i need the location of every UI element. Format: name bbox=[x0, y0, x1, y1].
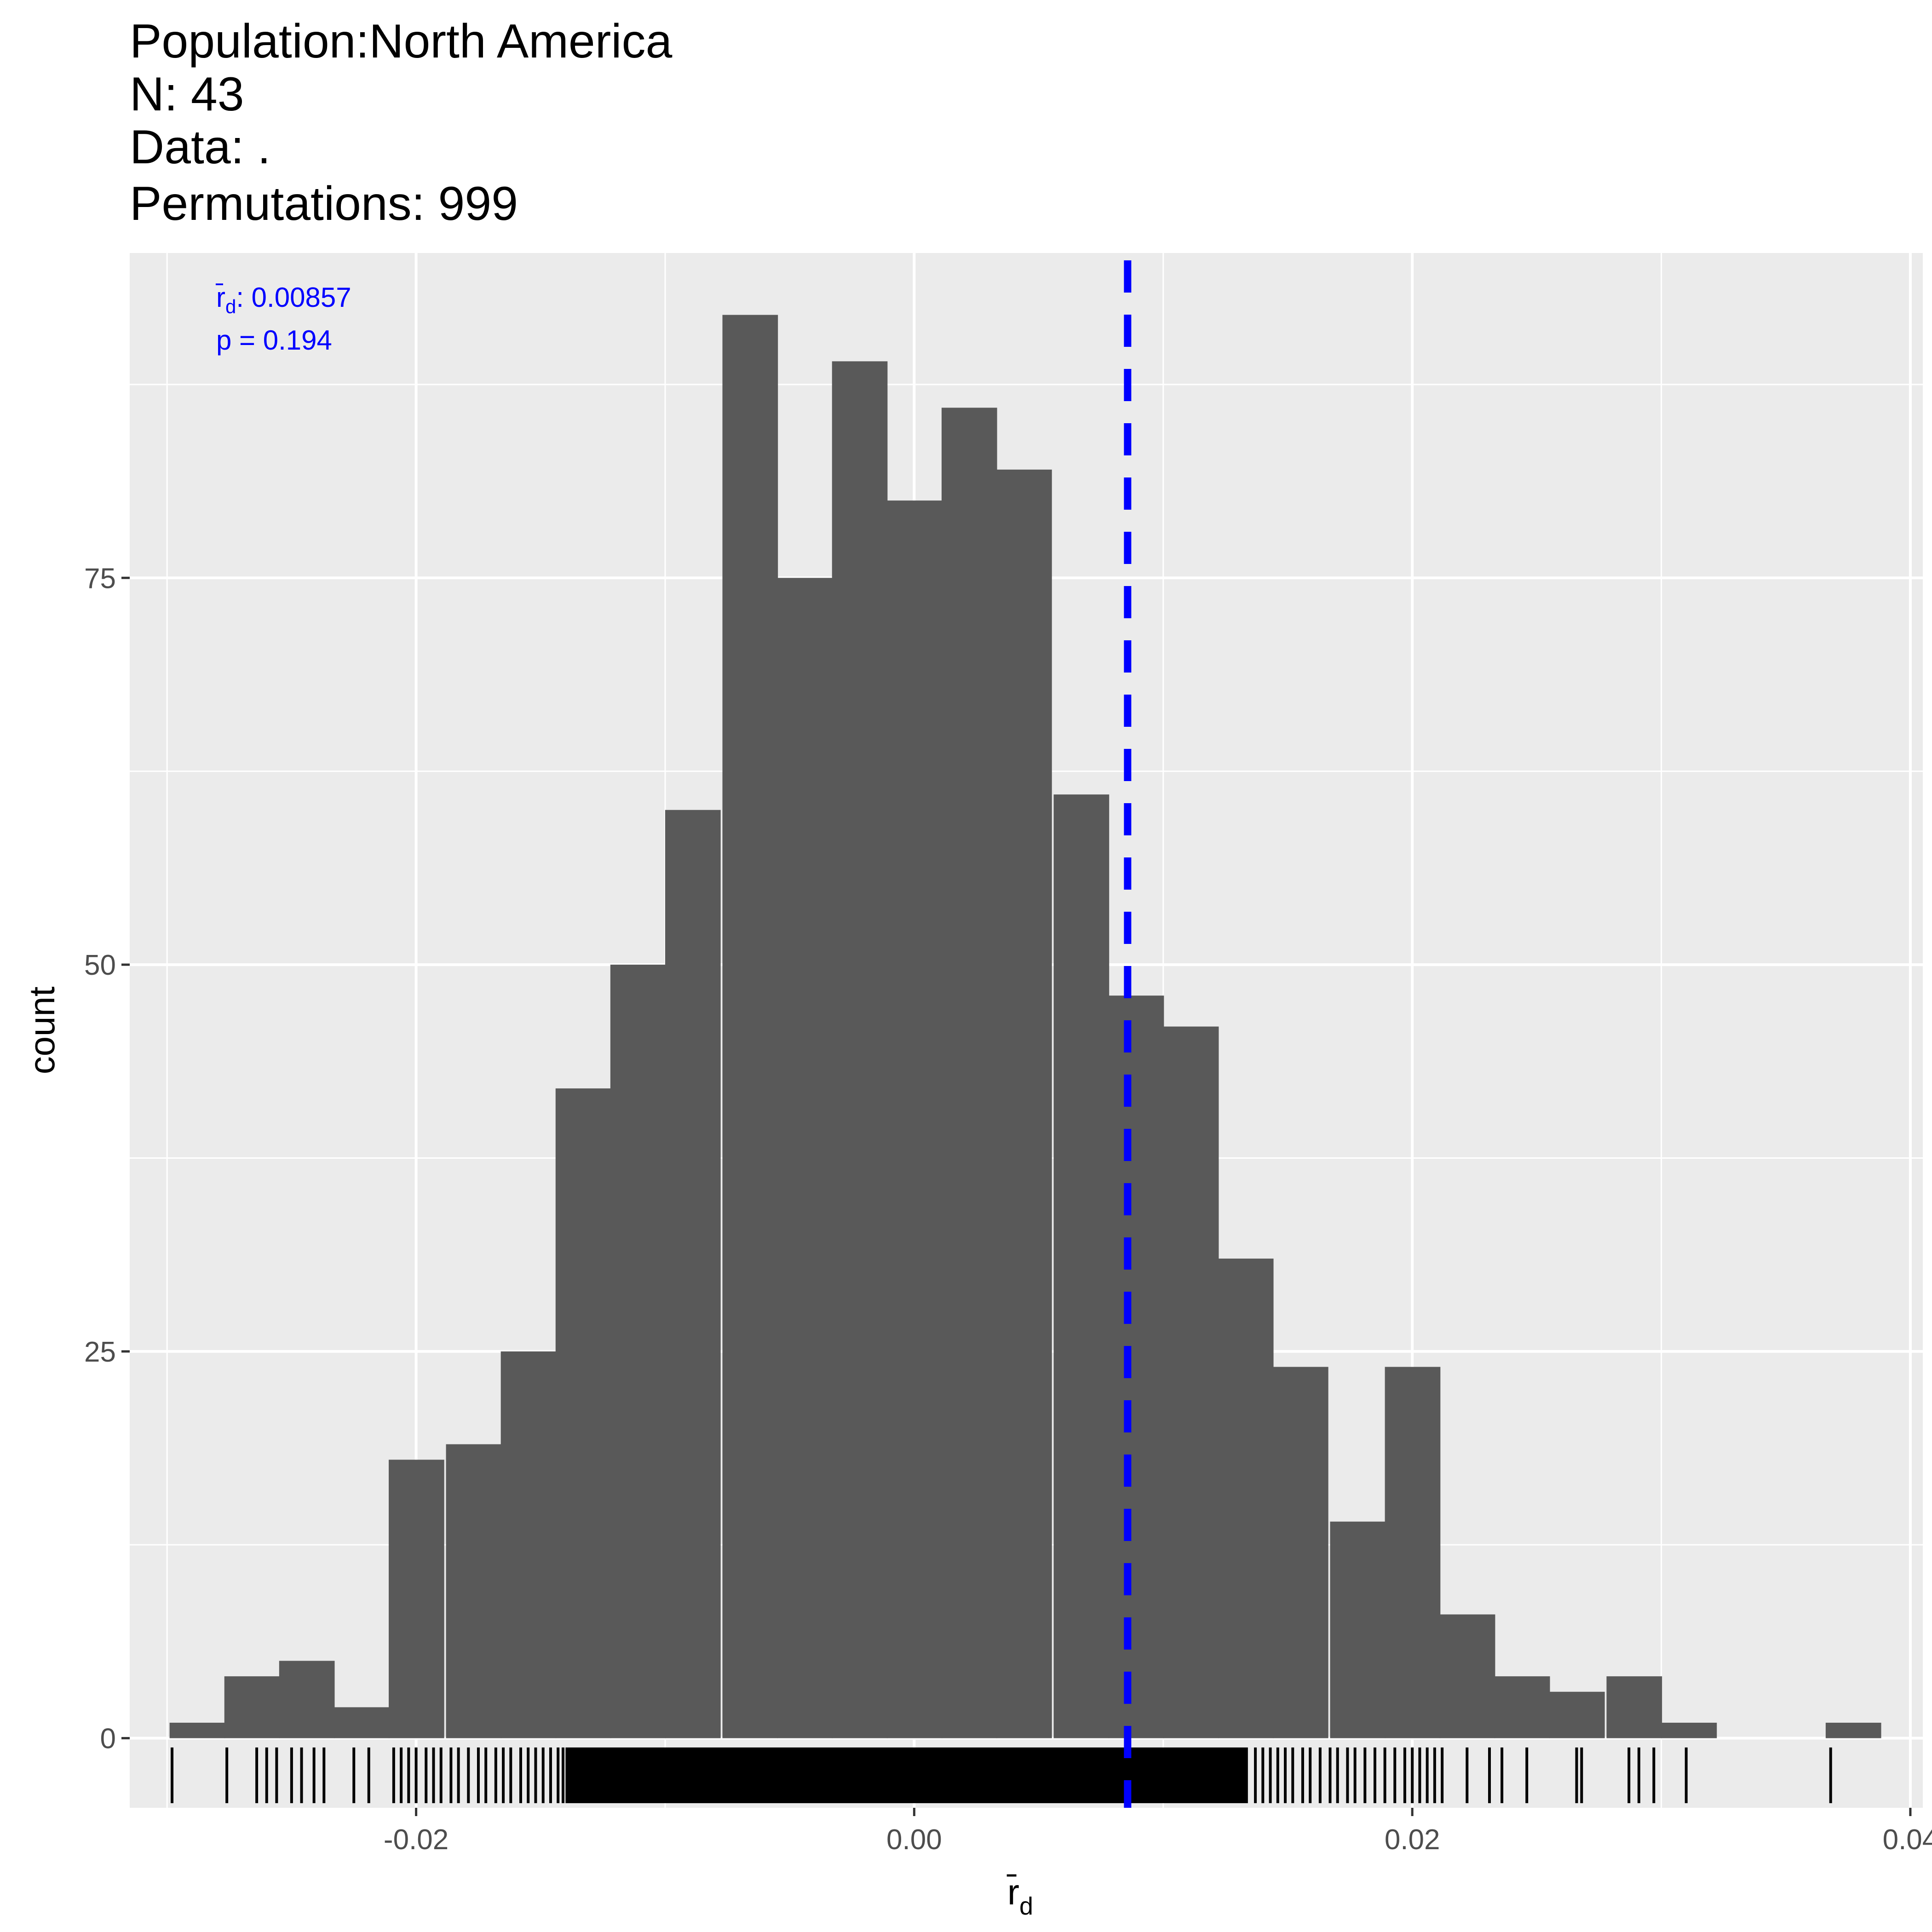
x-tick-label: -0.02 bbox=[384, 1824, 448, 1856]
annotation-stat-subscript: d bbox=[225, 296, 236, 317]
histogram-bar bbox=[224, 1676, 280, 1738]
rug-dense-block bbox=[565, 1747, 1248, 1803]
annotation-stat-symbol: r̄ bbox=[215, 282, 225, 313]
histogram-bar bbox=[1439, 1614, 1495, 1738]
histogram-bar bbox=[1053, 794, 1110, 1738]
rug-marks bbox=[171, 1747, 1832, 1803]
histogram-bar bbox=[722, 315, 778, 1738]
y-tick-label: 75 bbox=[84, 563, 116, 594]
chart-title: Population:North America N: 43 Data: . P… bbox=[130, 15, 672, 230]
title-line-data: Data: . bbox=[130, 121, 270, 174]
histogram-bar bbox=[500, 1351, 557, 1738]
x-axis-title-symbol: r̄ bbox=[1006, 1872, 1019, 1912]
annotation-stat-value: : 0.00857 bbox=[236, 282, 351, 313]
histogram-bar bbox=[665, 810, 721, 1738]
y-tick-label: 50 bbox=[84, 949, 116, 981]
histogram-bar bbox=[555, 1088, 611, 1738]
annotation-p-value: p = 0.194 bbox=[216, 325, 332, 356]
stat-annotation: r̄d: 0.00857 p = 0.194 bbox=[215, 282, 351, 356]
histogram-bar bbox=[941, 408, 997, 1738]
histogram-bar bbox=[610, 965, 666, 1738]
histogram-bar bbox=[1385, 1367, 1441, 1738]
histogram-bar bbox=[1494, 1676, 1550, 1738]
x-axis-title-subscript: d bbox=[1019, 1892, 1033, 1920]
histogram-bar bbox=[1218, 1259, 1274, 1738]
annotation-stat: r̄d: 0.00857 bbox=[215, 282, 351, 317]
histogram-bar bbox=[169, 1723, 225, 1738]
histogram-bar bbox=[777, 578, 833, 1738]
x-tick-label: 0.00 bbox=[886, 1824, 942, 1856]
y-axis: 0 25 50 75 bbox=[84, 563, 130, 1755]
histogram-bar bbox=[1825, 1723, 1881, 1738]
histogram-bar bbox=[389, 1460, 444, 1738]
title-line-permutations: Permutations: 999 bbox=[130, 177, 518, 230]
histogram-bar bbox=[1661, 1723, 1717, 1738]
histogram-bar bbox=[1163, 1026, 1219, 1738]
histogram-bars bbox=[169, 315, 1881, 1738]
histogram-bar bbox=[279, 1661, 335, 1738]
histogram-bar bbox=[1549, 1691, 1605, 1738]
histogram-bar bbox=[996, 469, 1052, 1738]
y-axis-title: count bbox=[22, 986, 62, 1074]
x-tick-label: 0.04 bbox=[1883, 1824, 1932, 1856]
histogram-bar bbox=[334, 1707, 390, 1738]
histogram-bar bbox=[1108, 995, 1164, 1738]
histogram-bar bbox=[1272, 1367, 1328, 1738]
histogram-bar bbox=[1330, 1521, 1386, 1738]
title-line-population: Population:North America bbox=[130, 15, 672, 68]
x-axis-title: r̄d bbox=[1006, 1872, 1033, 1920]
y-tick-label: 0 bbox=[100, 1723, 116, 1755]
x-tick-label: 0.02 bbox=[1385, 1824, 1440, 1856]
title-line-n: N: 43 bbox=[130, 68, 244, 121]
histogram-bar bbox=[886, 500, 943, 1738]
x-axis: -0.02 0.00 0.02 0.04 bbox=[384, 1808, 1932, 1856]
histogram-bar bbox=[446, 1444, 502, 1738]
y-tick-label: 25 bbox=[84, 1336, 116, 1368]
histogram-bar bbox=[1606, 1676, 1662, 1738]
histogram-bar bbox=[832, 361, 888, 1738]
